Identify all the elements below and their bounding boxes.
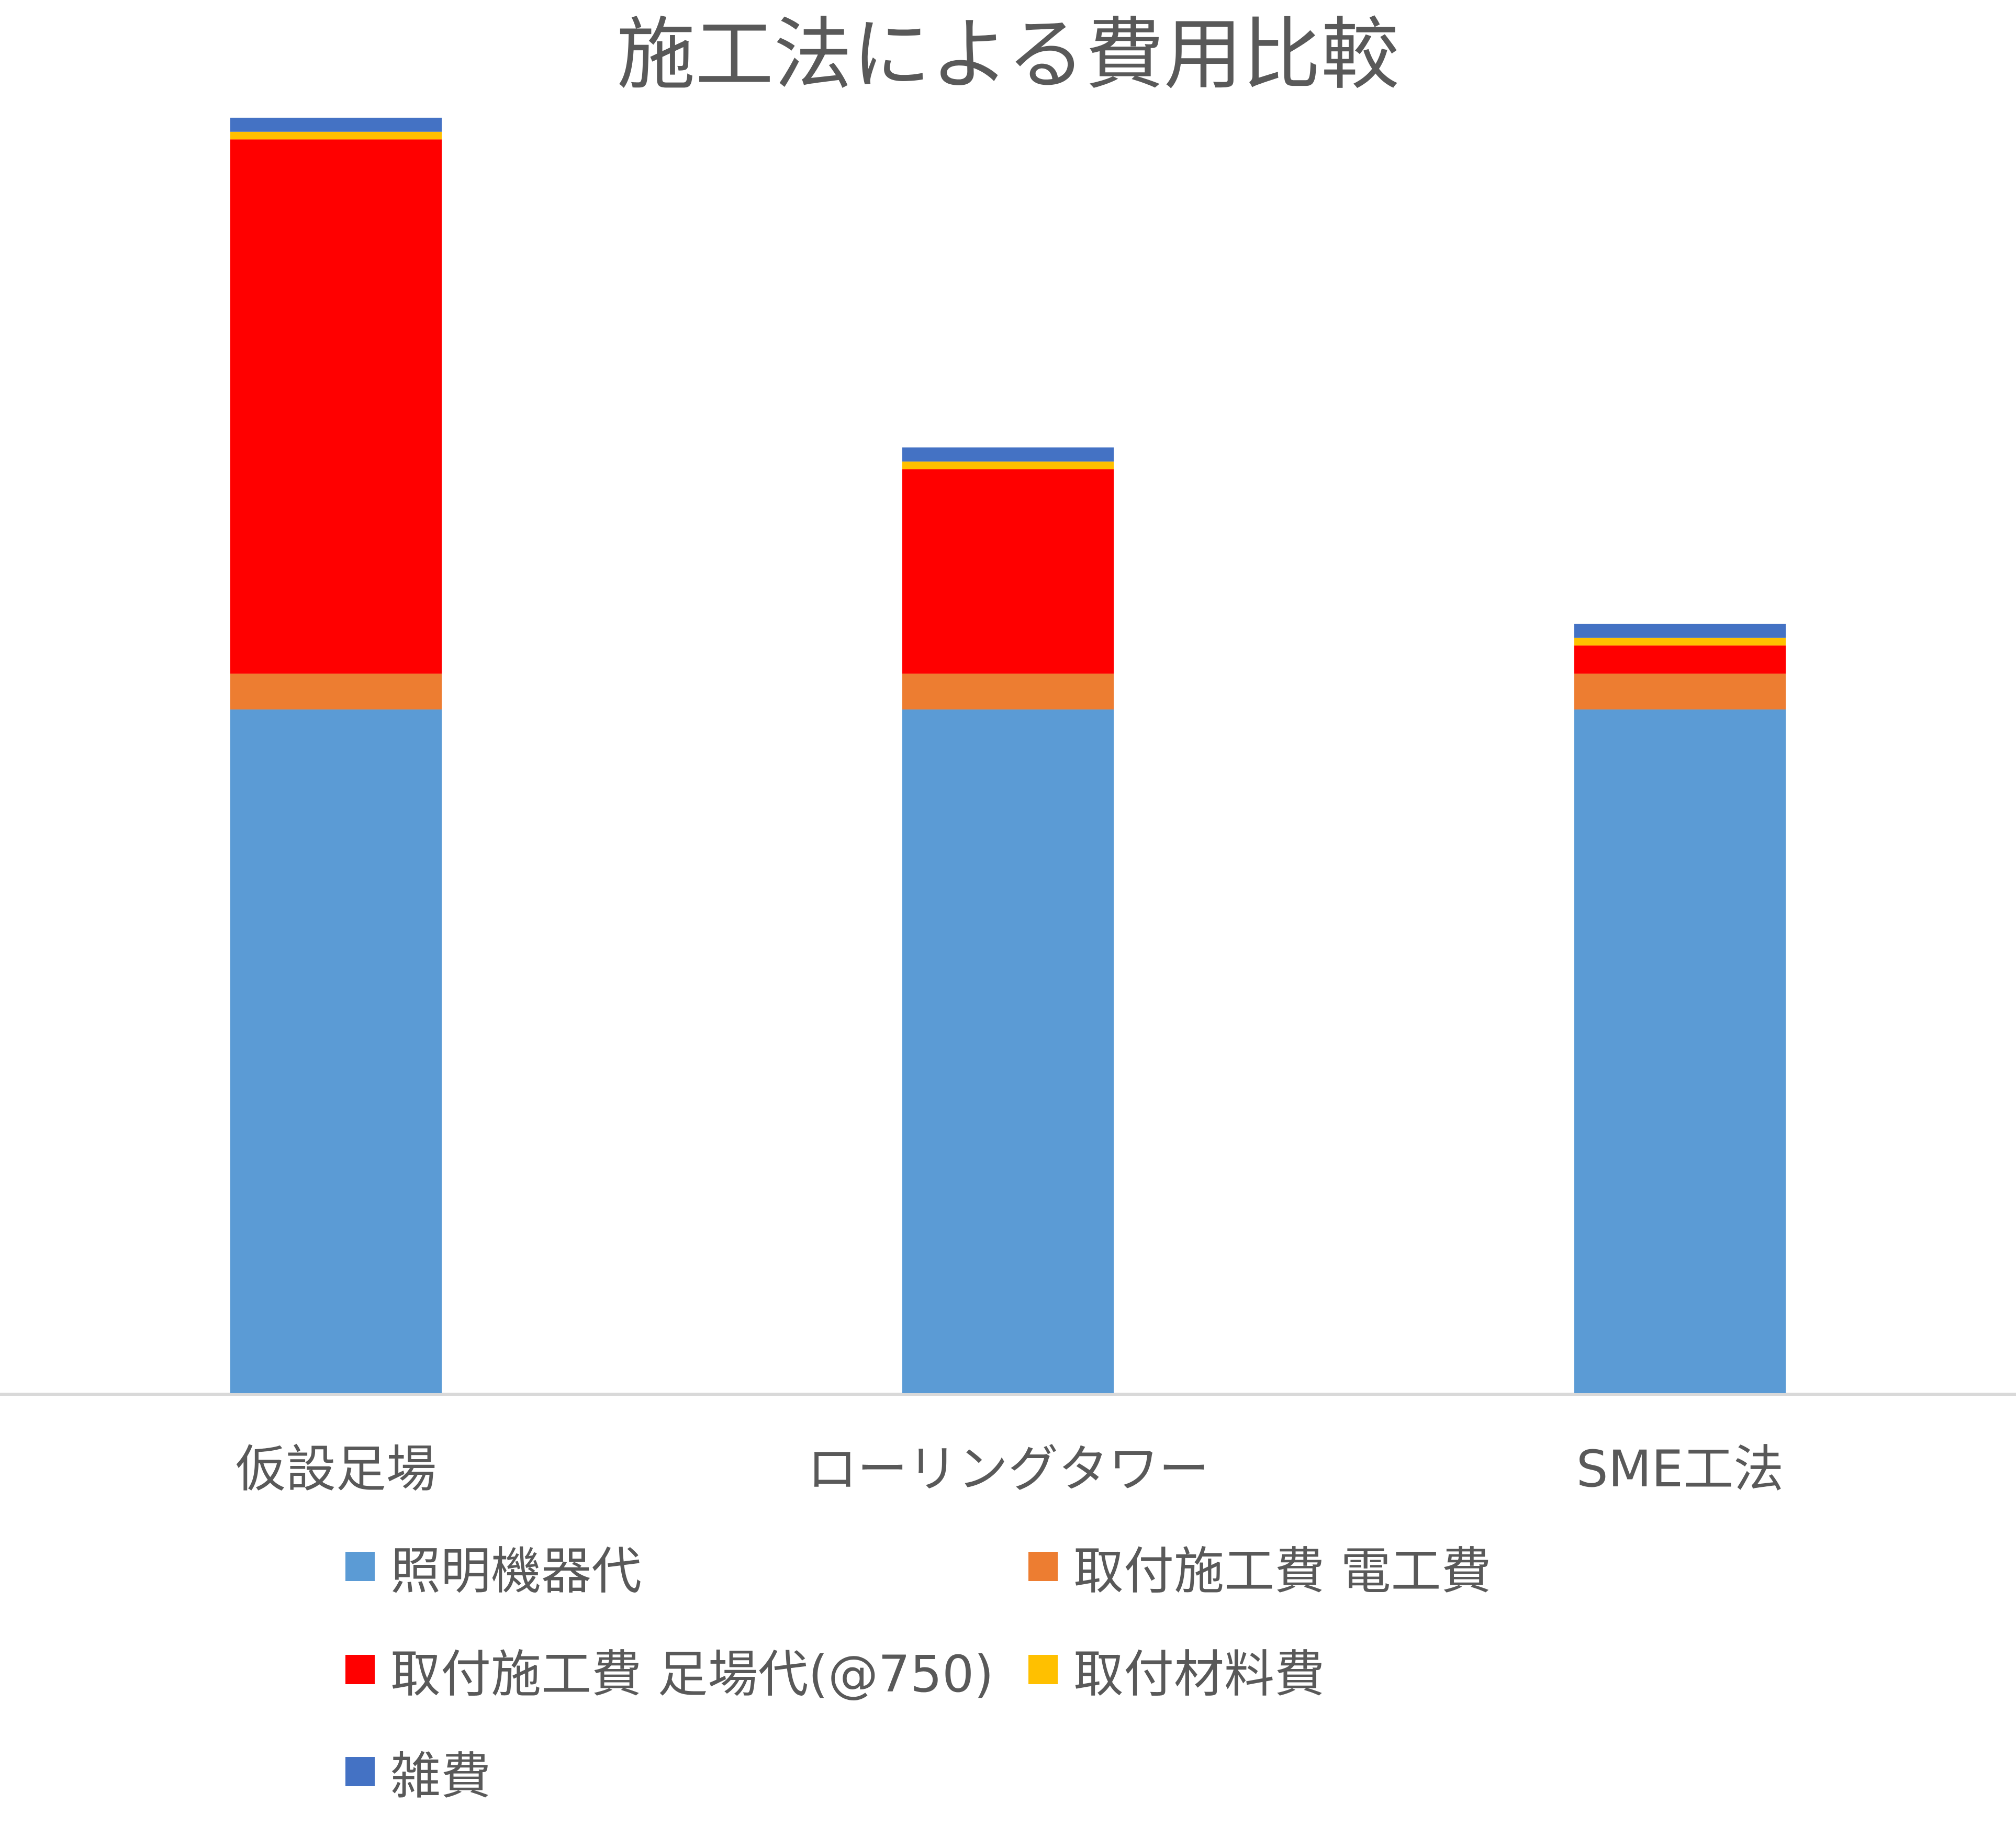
legend-label: 取付材料費 (1073, 1644, 1325, 1704)
x-tick-label: ローリングタワー (807, 1440, 1209, 1498)
bar-segment-1-3 (230, 139, 442, 674)
bar-segment-3-3 (1574, 645, 1786, 674)
legend-swatch (345, 1552, 375, 1581)
legend-item: 雑費 (345, 1743, 491, 1806)
legend-swatch (345, 1655, 375, 1684)
bar-segment-2-4 (902, 461, 1114, 469)
chart-title: 施工法による費用比較 (617, 9, 1399, 100)
legend-swatch (345, 1757, 375, 1786)
bar-segment-1-5 (230, 117, 442, 132)
legend-item: 取付施工費 電工費 (1028, 1538, 1492, 1600)
bar-segment-3-5 (1574, 623, 1786, 638)
x-tick-label: SME工法 (1576, 1440, 1784, 1498)
bar-segment-3-1 (1574, 709, 1786, 1393)
legend-label: 雑費 (390, 1746, 491, 1806)
x-tick-label: 仮設足場 (236, 1440, 436, 1498)
legend-label: 照明機器代 (390, 1541, 642, 1600)
legend-swatch (1028, 1655, 1058, 1684)
bar-segment-2-1 (902, 709, 1114, 1393)
bar-segment-1-1 (230, 709, 442, 1393)
bar-segment-2-2 (902, 674, 1114, 710)
bar-segment-3-4 (1574, 637, 1786, 646)
legend-item: 照明機器代 (345, 1538, 642, 1600)
bar-segment-3-2 (1574, 674, 1786, 710)
legend-label: 取付施工費 足場代(@750) (390, 1644, 994, 1704)
legend-item: 取付施工費 足場代(@750) (345, 1641, 994, 1704)
legend-swatch (1028, 1552, 1058, 1581)
bar-segment-2-3 (902, 469, 1114, 674)
bar-segment-1-2 (230, 674, 442, 710)
legend-item: 取付材料費 (1028, 1641, 1325, 1704)
legend-label: 取付施工費 電工費 (1073, 1541, 1492, 1600)
bar-segment-2-5 (902, 447, 1114, 462)
bar-segment-1-4 (230, 131, 442, 140)
